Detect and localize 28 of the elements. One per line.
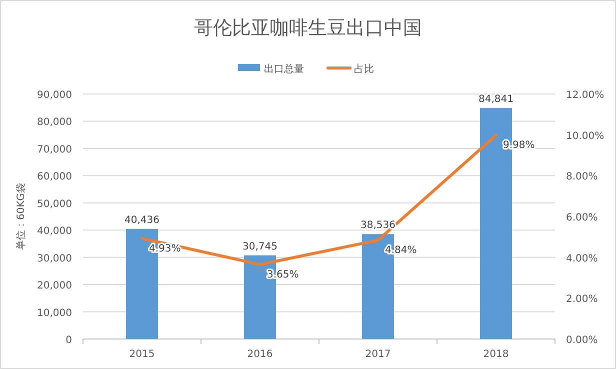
x-tick-label: 2016 [247, 349, 273, 360]
y2-tick-label: 10.00% [566, 130, 604, 142]
y2-tick-label: 6.00% [566, 212, 598, 224]
chart-title: 哥伦比亚咖啡生豆出口中国 [194, 17, 422, 39]
x-tick-label: 2015 [129, 349, 155, 360]
data-label: 40,436 [124, 214, 160, 226]
y-tick-label: 0 [66, 335, 72, 346]
x-tick-label: 2018 [483, 349, 509, 360]
y-tick-label: 90,000 [37, 90, 72, 101]
y-tick-label: 30,000 [37, 253, 72, 264]
y2-tick-label: 2.00% [566, 294, 598, 306]
y-axis-title: 单位：60KG袋 [15, 182, 27, 250]
y-tick-label: 70,000 [37, 144, 72, 156]
y-tick-label: 50,000 [37, 198, 72, 210]
data-label: 84,841 [478, 94, 514, 106]
y-tick-label: 60,000 [37, 172, 72, 183]
y-tick-label: 80,000 [37, 117, 72, 128]
y-tick-label: 40,000 [37, 226, 72, 238]
y-tick-label: 10,000 [37, 308, 72, 319]
y2-tick-label: 12.00% [566, 90, 604, 101]
legend-label: 出口总量 [264, 63, 304, 75]
y-tick-label: 20,000 [37, 280, 72, 292]
x-tick-label: 2017 [365, 349, 391, 360]
y2-tick-label: 8.00% [566, 172, 598, 183]
y2-tick-label: 4.00% [566, 253, 598, 264]
y2-tick-label: 0.00% [566, 335, 598, 346]
data-label: 30,745 [242, 241, 278, 252]
legend-label: 占比 [354, 63, 374, 75]
